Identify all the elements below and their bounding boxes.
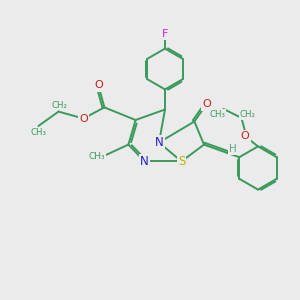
Text: O: O: [79, 113, 88, 124]
Text: O: O: [241, 131, 250, 141]
Text: CH₃: CH₃: [88, 152, 105, 161]
Text: O: O: [94, 80, 103, 91]
Text: CH₂: CH₂: [239, 110, 256, 119]
Text: F: F: [162, 28, 168, 39]
Text: O: O: [202, 99, 211, 110]
Text: CH₂: CH₂: [52, 100, 68, 109]
Text: N: N: [154, 136, 164, 149]
Text: H: H: [229, 144, 237, 154]
Text: CH₃: CH₃: [209, 110, 226, 119]
Text: S: S: [178, 155, 185, 168]
Text: CH₃: CH₃: [30, 128, 46, 137]
Text: N: N: [140, 155, 149, 168]
